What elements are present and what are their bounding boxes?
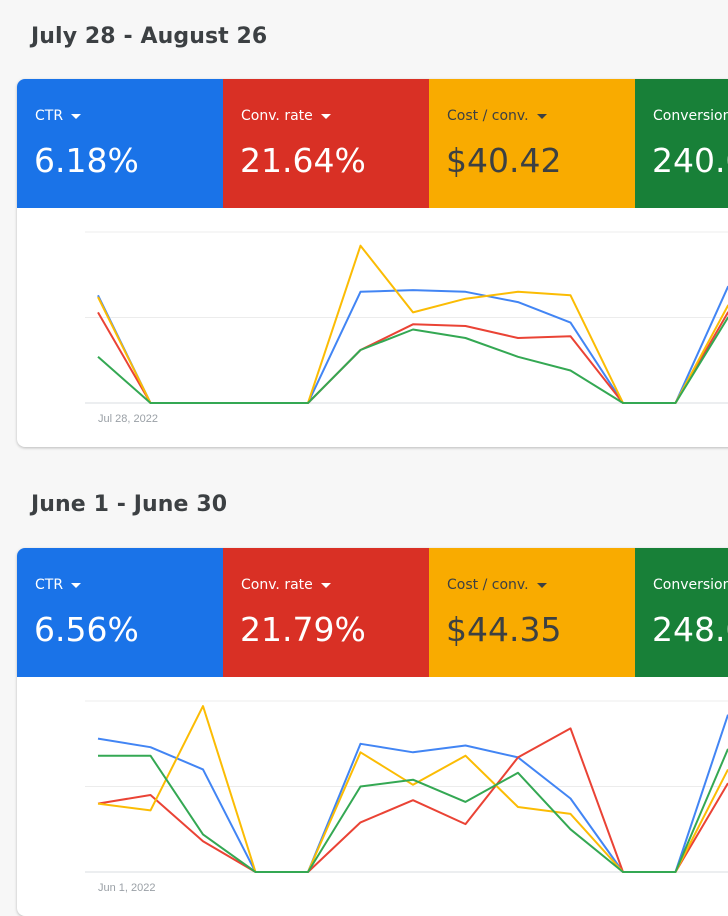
- metric-label: Conv. rate: [241, 108, 313, 124]
- metric-label: CTR: [35, 108, 64, 124]
- metric-dropdown-conv-rate[interactable]: Conv. rate: [241, 577, 331, 593]
- metric-dropdown-ctr[interactable]: CTR: [35, 577, 82, 593]
- metric-value: $40.42: [446, 141, 562, 180]
- metric-tile-conversions[interactable]: Conversions 240.0: [635, 79, 728, 208]
- metric-label: Conv. rate: [241, 577, 313, 593]
- metric-value: 21.79%: [240, 610, 366, 649]
- metric-tiles: CTR 6.56% Conv. rate 21.79% Cost / conv.…: [17, 548, 728, 677]
- metrics-card: CTR 6.18% Conv. rate 21.64% Cost / conv.…: [17, 79, 728, 447]
- metric-dropdown-conversions[interactable]: Conversions: [653, 108, 728, 124]
- metric-value: 6.18%: [34, 141, 139, 180]
- metric-dropdown-cost-per-conv[interactable]: Cost / conv.: [447, 577, 547, 593]
- date-range-title: July 28 - August 26: [31, 24, 268, 49]
- line-chart: Jul 28, 2022: [85, 231, 728, 425]
- date-range-section: June 1 - June 30 CTR 6.56% Conv. rate 21…: [0, 460, 728, 916]
- metric-value: 21.64%: [240, 141, 366, 180]
- metric-value: 248.0: [652, 610, 728, 649]
- metrics-card: CTR 6.56% Conv. rate 21.79% Cost / conv.…: [17, 548, 728, 916]
- metric-value: 240.0: [652, 141, 728, 180]
- line-chart: Jun 1, 2022: [85, 700, 728, 894]
- series-line-ctr: [97, 285, 728, 404]
- metric-value: $44.35: [446, 610, 562, 649]
- metric-label: Cost / conv.: [447, 577, 529, 593]
- metric-tiles: CTR 6.18% Conv. rate 21.64% Cost / conv.…: [17, 79, 728, 208]
- metric-tile-cost-per-conv[interactable]: Cost / conv. $44.35: [429, 548, 635, 677]
- metric-tile-conv-rate[interactable]: Conv. rate 21.79%: [223, 548, 429, 677]
- caret-down-icon[interactable]: [71, 113, 82, 119]
- caret-down-icon[interactable]: [536, 582, 547, 588]
- series-line-conv-rate: [97, 727, 728, 873]
- metric-dropdown-conversions[interactable]: Conversions: [653, 577, 728, 593]
- date-range-section: July 28 - August 26 CTR 6.18% Conv. rate…: [17, 24, 728, 447]
- metric-label: CTR: [35, 577, 64, 593]
- x-axis-start-label: Jul 28, 2022: [98, 413, 158, 425]
- metric-tile-ctr[interactable]: CTR 6.18%: [17, 79, 223, 208]
- series-line-conv-rate: [97, 311, 728, 404]
- metric-dropdown-cost-per-conv[interactable]: Cost / conv.: [447, 108, 547, 124]
- metric-label: Cost / conv.: [447, 108, 529, 124]
- metric-tile-ctr[interactable]: CTR 6.56%: [17, 548, 223, 677]
- caret-down-icon[interactable]: [320, 113, 331, 119]
- series-line-ctr: [97, 714, 728, 873]
- metric-tile-cost-per-conv[interactable]: Cost / conv. $40.42: [429, 79, 635, 208]
- series-line-conversions: [97, 316, 728, 404]
- metric-label: Conversions: [653, 108, 728, 124]
- metric-tile-conv-rate[interactable]: Conv. rate 21.64%: [223, 79, 429, 208]
- metric-value: 6.56%: [34, 610, 139, 649]
- caret-down-icon[interactable]: [71, 582, 82, 588]
- caret-down-icon[interactable]: [536, 113, 547, 119]
- metric-tile-conversions[interactable]: Conversions 248.0: [635, 548, 728, 677]
- metric-dropdown-ctr[interactable]: CTR: [35, 108, 82, 124]
- metric-label: Conversions: [653, 577, 728, 593]
- series-line-cost-conv: [97, 705, 728, 873]
- x-axis-start-label: Jun 1, 2022: [98, 882, 156, 894]
- series-line-conversions: [98, 748, 728, 873]
- caret-down-icon[interactable]: [320, 582, 331, 588]
- metric-dropdown-conv-rate[interactable]: Conv. rate: [241, 108, 331, 124]
- date-range-title: June 1 - June 30: [31, 492, 228, 517]
